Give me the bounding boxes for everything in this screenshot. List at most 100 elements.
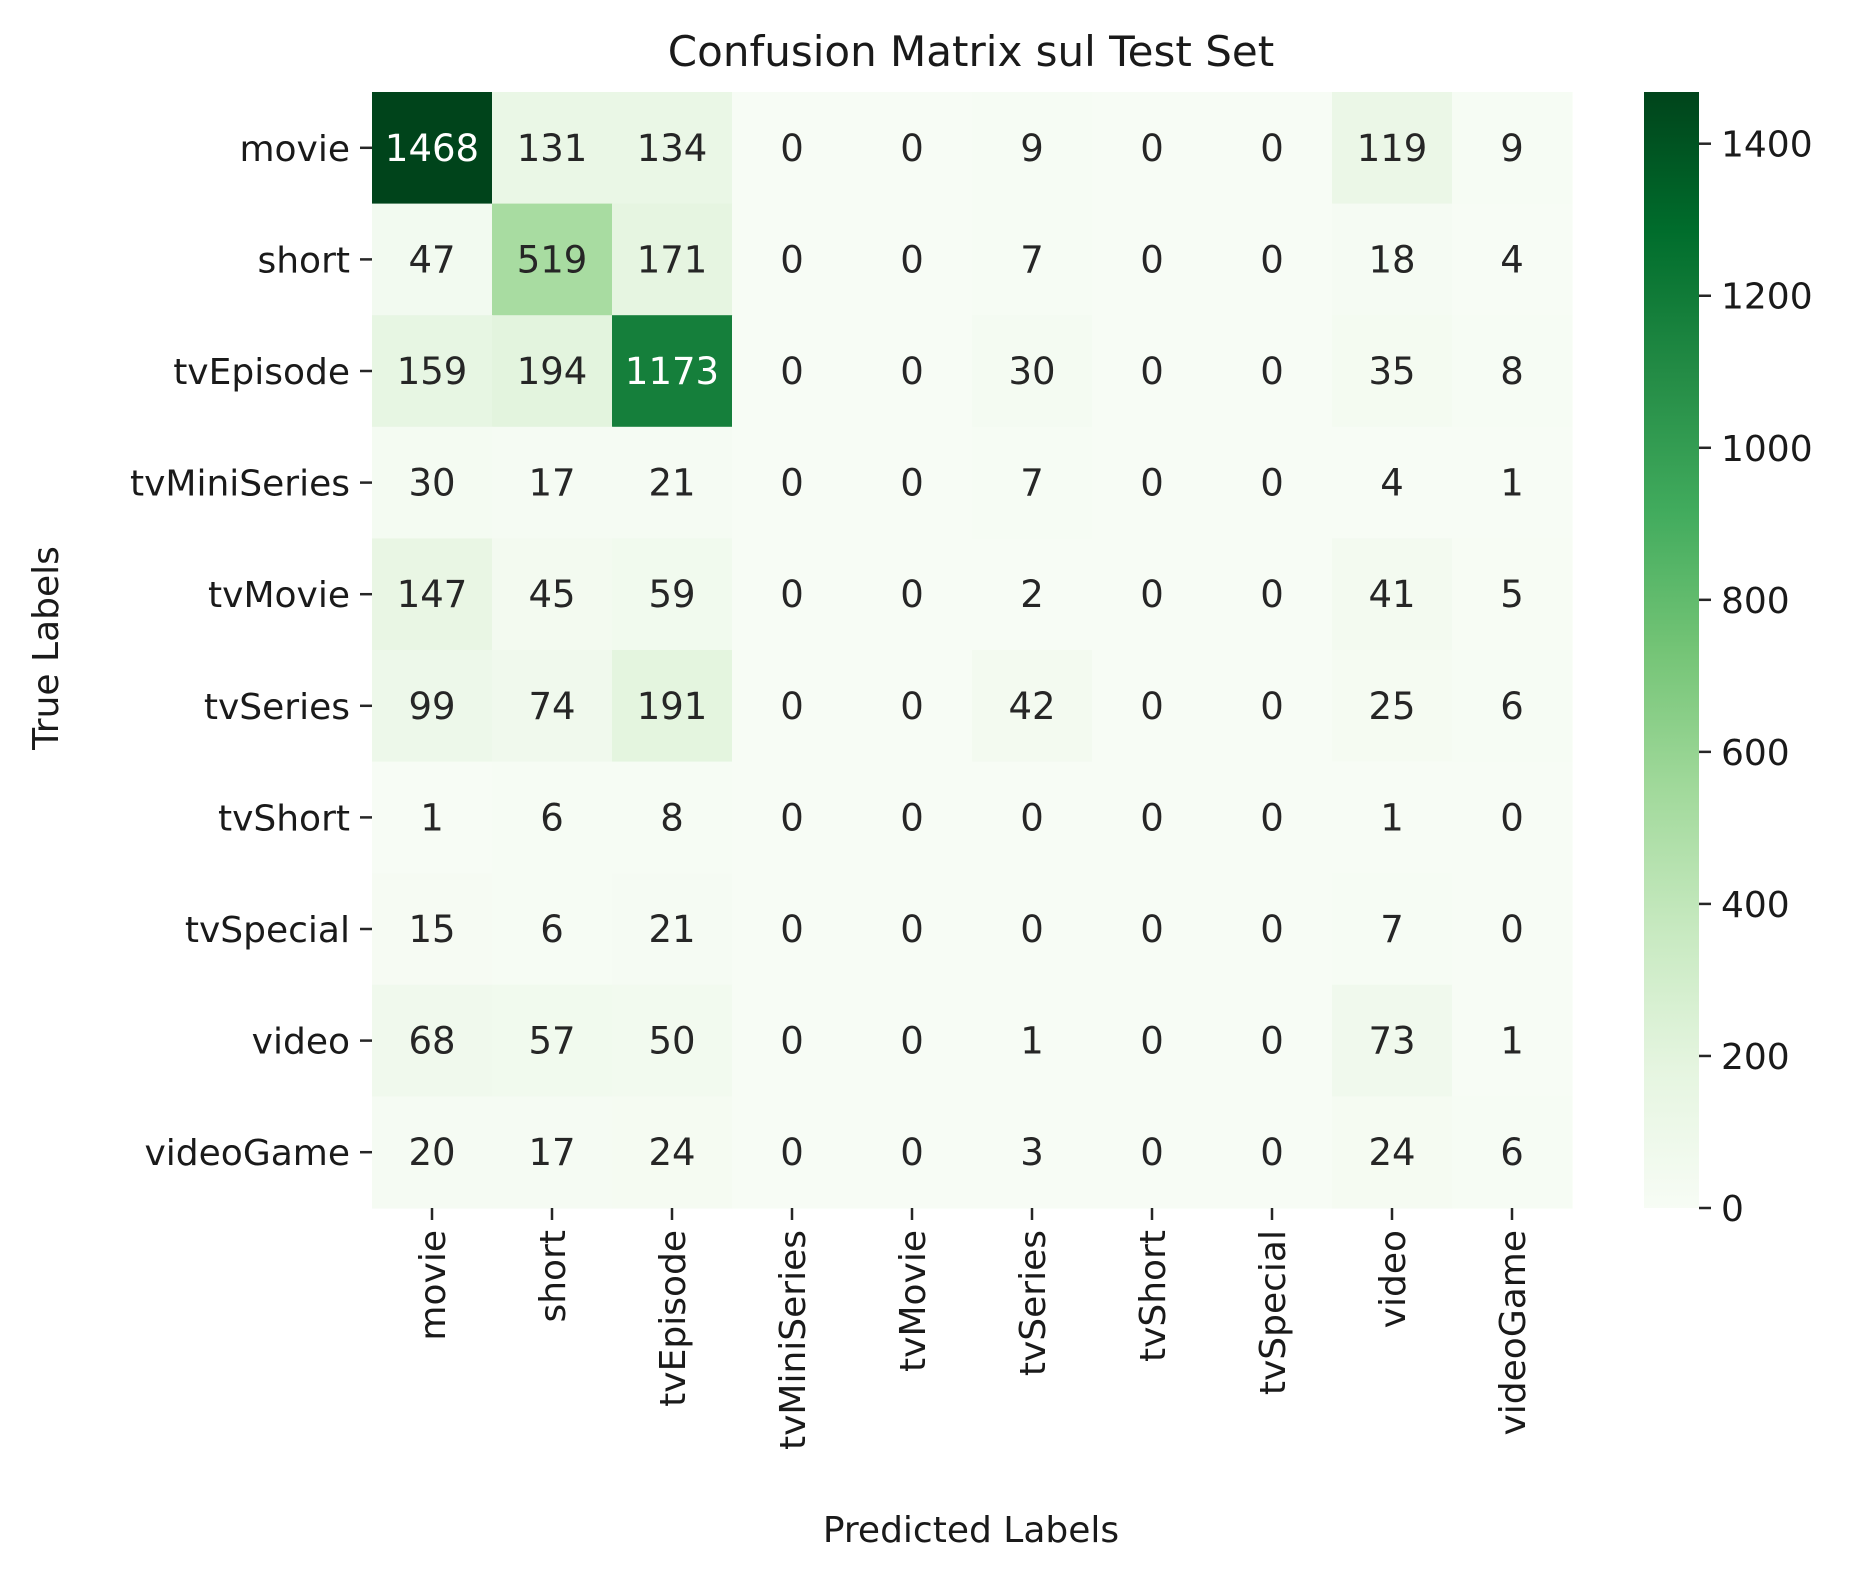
cell-value-label: 3 [1020,1131,1044,1174]
colorbar-tick-label: 1400 [1721,125,1813,166]
colorbar-tick-label: 400 [1721,885,1790,926]
heatmap-cell [1332,538,1453,651]
heatmap-cell [732,761,853,874]
heatmap-cell [1212,873,1333,986]
heatmap-cell [1452,984,1573,1097]
heatmap-cell [972,873,1093,986]
heatmap-cell [492,315,613,428]
cell-value-label: 1 [1500,462,1524,505]
cell-value-label: 0 [1260,1020,1284,1063]
x-tick-label: short [533,1230,574,1323]
heatmap-cell [492,984,613,1097]
heatmap-cell [852,873,973,986]
y-axis-label: True Labels [26,546,67,751]
cell-value-label: 21 [648,908,695,951]
heatmap-cell [972,1096,1093,1209]
cell-value-label: 74 [528,685,575,728]
colorbar-tick-label: 800 [1721,581,1790,622]
cell-value-label: 15 [408,908,455,951]
heatmap-cell [612,761,733,874]
heatmap-cell [1332,1096,1453,1209]
heatmap-cell [612,650,733,763]
cell-value-label: 7 [1020,462,1044,505]
cell-value-label: 1468 [385,127,479,170]
x-tick-label: tvSeries [1013,1230,1054,1376]
y-tick-label: video [252,1022,350,1063]
cell-value-label: 99 [408,685,455,728]
heatmap-cell [972,984,1093,1097]
heatmap-cell [1092,538,1213,651]
x-tick-label: movie [413,1230,454,1341]
cell-value-label: 519 [517,238,588,281]
heatmap-cell [732,203,853,316]
heatmap-cell [852,426,973,539]
heatmap-cell [492,426,613,539]
heatmap-cell [612,538,733,651]
x-tick-label: videoGame [1493,1230,1534,1436]
heatmap-cell [1332,203,1453,316]
heatmap-cell [1452,426,1573,539]
cell-value-label: 35 [1368,350,1415,393]
cell-value-label: 0 [1140,796,1164,839]
y-tick-label: tvSpecial [185,910,350,951]
cell-value-label: 30 [1008,350,1055,393]
cell-value-label: 0 [1140,127,1164,170]
heatmap-cell [972,761,1093,874]
cell-value-label: 0 [1260,796,1284,839]
cell-value-label: 18 [1368,238,1415,281]
cell-value-label: 0 [780,462,804,505]
heatmap-cell [1332,984,1453,1097]
heatmap-cell [1452,761,1573,874]
y-tick-label: movie [239,129,350,170]
colorbar-tick-label: 0 [1721,1189,1744,1230]
heatmap-cell [972,92,1093,205]
y-tick-label: tvEpisode [173,352,350,393]
heatmap-cell [492,873,613,986]
cell-value-label: 0 [1260,685,1284,728]
heatmap-cell [372,538,493,651]
y-tick-label: tvSeries [204,687,350,728]
colorbar-tick-label: 600 [1721,733,1790,774]
cell-value-label: 9 [1500,127,1524,170]
cell-value-label: 0 [1260,127,1284,170]
cell-value-label: 8 [1500,350,1524,393]
cell-value-label: 0 [1140,350,1164,393]
heatmap-cell [372,984,493,1097]
heatmap-cell [372,426,493,539]
heatmap-cell [972,650,1093,763]
y-axis-ticks: movie short tvEpisode tvMiniSeries tvMovie tv… [130,129,372,1174]
cell-value-label: 194 [517,350,588,393]
cell-value-label: 0 [780,908,804,951]
heatmap-cell [732,873,853,986]
cell-value-label: 24 [1368,1131,1415,1174]
x-tick-label: tvEpisode [653,1230,694,1407]
heatmap-cell [1452,92,1573,205]
heatmap-cell [1092,203,1213,316]
cell-value-label: 24 [648,1131,695,1174]
heatmap-cell [1452,538,1573,651]
heatmap-cell [1332,315,1453,428]
cell-value-label: 0 [900,127,924,170]
x-tick-label: tvSpecial [1253,1230,1294,1395]
cell-value-label: 1 [1380,796,1404,839]
heatmap-cell [1332,92,1453,205]
cell-value-label: 0 [1260,238,1284,281]
heatmap-cell [612,1096,733,1209]
cell-value-label: 0 [1140,462,1164,505]
cell-value-label: 0 [780,350,804,393]
heatmap-cell [852,203,973,316]
cell-value-label: 47 [408,238,455,281]
cell-value-label: 0 [780,796,804,839]
heatmap-cell [372,761,493,874]
heatmap-cell [1212,538,1333,651]
cell-value-label: 0 [900,573,924,616]
heatmap-cell [1452,203,1573,316]
heatmap-cell [732,315,853,428]
cell-value-label: 0 [1260,908,1284,951]
chart-title: Confusion Matrix sul Test Set [668,27,1274,76]
heatmap-cell [1212,315,1333,428]
cell-value-label: 0 [1140,685,1164,728]
heatmap-cell [852,984,973,1097]
cell-value-label: 0 [900,1020,924,1063]
y-tick-label: tvMovie [208,575,350,616]
